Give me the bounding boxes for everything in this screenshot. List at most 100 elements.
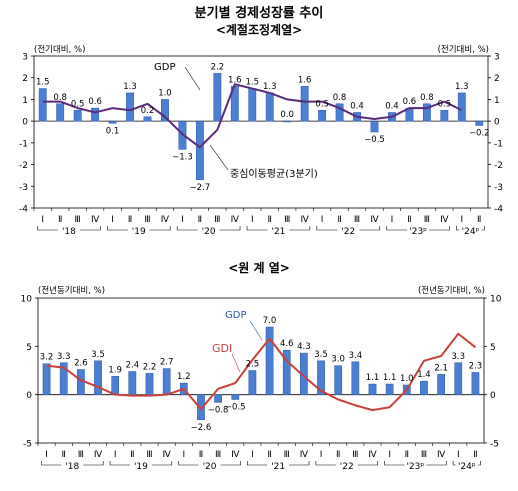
bottom-ytick-label-right: 5 <box>490 343 496 353</box>
bottom-unit-left: (전년동기대비, %) <box>38 285 105 296</box>
bottom-data-label: 3.4 <box>349 351 363 361</box>
bottom-data-label: −0.5 <box>225 403 246 413</box>
top-bar <box>283 120 292 123</box>
bottom-quarter-label: Ⅱ <box>130 450 134 460</box>
bottom-data-label: 3.2 <box>40 353 54 363</box>
bottom-bar <box>265 326 274 395</box>
top-data-label: 0.8 <box>53 93 67 103</box>
top-quarter-label: Ⅰ <box>111 215 114 225</box>
bottom-year-label: '22 <box>340 462 354 472</box>
top-quarter-label: Ⅳ <box>440 215 449 225</box>
top-ytick-label-left: 2 <box>22 74 28 84</box>
top-year-label: '20 <box>202 227 216 237</box>
top-ytick-label-left: -4 <box>19 205 28 215</box>
bottom-ytick-label-right: 0 <box>490 391 496 401</box>
bottom-ytick-label-left: 5 <box>26 343 32 353</box>
top-ytick-label-right: 3 <box>494 53 500 63</box>
top-bar <box>195 120 204 181</box>
bottom-bar <box>385 383 394 395</box>
top-quarter-label: Ⅰ <box>41 215 44 225</box>
top-data-label: 0.4 <box>350 101 364 111</box>
bottom-gdi-callout-label: GDI <box>212 342 232 355</box>
top-data-label: 1.3 <box>123 82 137 92</box>
bottom-quarter-label: Ⅰ <box>114 450 117 460</box>
bottom-data-label: 3.5 <box>91 350 105 360</box>
top-data-label: 1.6 <box>228 75 242 85</box>
bottom-quarter-label: Ⅲ <box>421 450 427 460</box>
bottom-quarter-label: Ⅳ <box>94 450 103 460</box>
bottom-quarter-label: Ⅱ <box>473 450 477 460</box>
top-bar <box>422 103 431 122</box>
top-bar <box>126 92 134 122</box>
top-bar <box>108 120 117 124</box>
top-ytick-label-right: -2 <box>494 161 503 171</box>
top-data-label: −1.3 <box>172 152 193 162</box>
top-bar <box>300 86 309 122</box>
bottom-data-label: 3.3 <box>452 352 466 362</box>
bottom-quarter-label: Ⅱ <box>62 450 66 460</box>
bottom-quarter-label: Ⅰ <box>45 450 48 460</box>
top-year-label-bg <box>267 227 290 235</box>
bottom-unit-right: (전년동기대비, %) <box>418 285 485 296</box>
top-year-label: '23ᵖ <box>409 227 427 237</box>
top-unit-left: (전기대비, %) <box>34 44 85 55</box>
bottom-quarter-label: Ⅲ <box>215 450 221 460</box>
bottom-year-label-bg <box>455 462 478 470</box>
top-quarter-label: Ⅱ <box>337 215 341 225</box>
bottom-year-label: '19 <box>134 462 148 472</box>
top-year-label-bg <box>337 227 360 235</box>
top-bar <box>440 110 449 122</box>
top-quarter-label: Ⅲ <box>75 215 81 225</box>
top-bar <box>370 120 379 133</box>
top-bar <box>38 88 47 122</box>
bottom-quarter-label: Ⅰ <box>457 450 460 460</box>
bottom-bar <box>145 373 154 395</box>
top-quarter-label: Ⅱ <box>198 215 202 225</box>
bottom-quarter-label: Ⅰ <box>388 450 391 460</box>
bottom-bar <box>162 368 171 395</box>
bottom-data-label: 1.1 <box>366 373 380 383</box>
top-bar <box>73 110 82 122</box>
bottom-data-label: 3.3 <box>57 352 71 362</box>
top-bar <box>248 88 257 122</box>
top-quarter-label: Ⅲ <box>144 215 150 225</box>
bottom-ytick-label-left: 0 <box>26 391 32 401</box>
top-bar <box>335 103 344 122</box>
top-data-label: 1.6 <box>298 75 312 85</box>
top-quarter-label: Ⅲ <box>354 215 360 225</box>
bottom-year-label: '18 <box>65 462 79 472</box>
bottom-bar <box>334 365 343 395</box>
top-quarter-label: Ⅳ <box>300 215 309 225</box>
bottom-data-label: 2.5 <box>246 360 260 370</box>
bottom-bar <box>420 380 428 395</box>
bottom-quarter-label: Ⅲ <box>352 450 358 460</box>
top-cma-callout-leader <box>209 144 229 171</box>
top-data-label: 2.2 <box>211 62 225 72</box>
top-data-label: 0.4 <box>385 101 399 111</box>
bottom-ytick-label-right: -5 <box>490 440 499 450</box>
bottom-data-label: 2.2 <box>143 362 157 372</box>
bottom-bar <box>471 372 480 395</box>
top-bar <box>213 73 222 122</box>
bottom-year-label-bg <box>129 462 152 470</box>
bottom-quarter-label: Ⅳ <box>300 450 309 460</box>
top-bar <box>161 99 169 122</box>
bottom-data-label: 4.3 <box>297 342 311 352</box>
bottom-data-label: 2.7 <box>160 358 174 368</box>
top-quarter-label: Ⅱ <box>407 215 411 225</box>
top-data-label: 0.5 <box>438 99 452 109</box>
bottom-bar <box>197 394 205 421</box>
top-quarter-label: Ⅰ <box>321 215 324 225</box>
top-quarter-label: Ⅳ <box>231 215 240 225</box>
bottom-data-label: 1.1 <box>383 373 397 383</box>
bottom-year-label-bg <box>335 462 358 470</box>
top-data-label: 0.0 <box>280 110 294 120</box>
top-quarter-label: Ⅳ <box>91 215 100 225</box>
top-year-label-bg <box>127 227 150 235</box>
bottom-data-label: 4.6 <box>280 339 294 349</box>
top-ytick-label-right: -4 <box>494 205 503 215</box>
bottom-chart-title: <원 계 열> <box>228 260 290 275</box>
top-ytick-label-right: -1 <box>494 139 503 149</box>
top-bar <box>265 92 274 122</box>
top-quarter-label: Ⅲ <box>284 215 290 225</box>
